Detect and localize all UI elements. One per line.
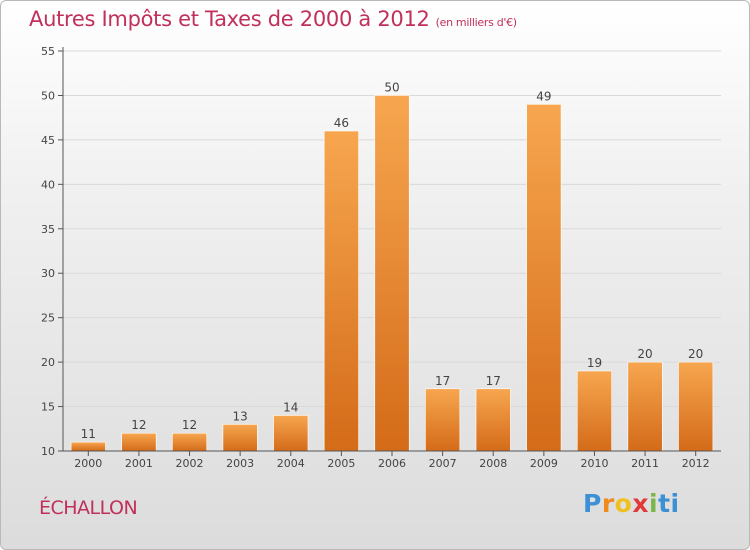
bar-value-label: 12 xyxy=(182,418,197,432)
bar-value-label: 19 xyxy=(587,356,602,370)
x-tick-label: 2005 xyxy=(327,457,355,470)
bar xyxy=(576,370,612,452)
x-tick-label: 2004 xyxy=(277,457,305,470)
bar-value-label: 20 xyxy=(688,347,703,361)
bar-value-label: 17 xyxy=(486,374,501,388)
proxiti-logo: Proxiti xyxy=(583,489,680,518)
y-tick-label: 40 xyxy=(41,178,55,191)
bar xyxy=(323,130,359,452)
logo-letter: i xyxy=(670,489,680,518)
logo-letter: o xyxy=(614,489,633,518)
bar-value-label: 50 xyxy=(384,80,399,94)
x-tick-label: 2011 xyxy=(631,457,659,470)
bar xyxy=(374,95,410,452)
x-tick-label: 2001 xyxy=(125,457,153,470)
x-tick-label: 2003 xyxy=(226,457,254,470)
logo-letter: r xyxy=(601,489,615,518)
x-tick-label: 2007 xyxy=(429,457,457,470)
y-tick-label: 50 xyxy=(41,89,55,102)
y-tick-label: 55 xyxy=(41,45,55,58)
bar xyxy=(273,415,309,452)
bar xyxy=(475,388,511,452)
bar xyxy=(678,361,714,452)
chart-title-unit: (en milliers d'€) xyxy=(435,16,517,29)
y-tick-label: 35 xyxy=(41,223,55,236)
chart-title-text: Autres Impôts et Taxes de 2000 à 2012 xyxy=(29,7,430,31)
x-tick-label: 2008 xyxy=(479,457,507,470)
logo-letter: i xyxy=(649,489,659,518)
x-tick-label: 2006 xyxy=(378,457,406,470)
bar-value-label: 11 xyxy=(81,427,96,441)
y-tick-label: 45 xyxy=(41,134,55,147)
bar xyxy=(425,388,461,452)
bar-value-label: 17 xyxy=(435,374,450,388)
bar-value-label: 14 xyxy=(283,400,298,414)
x-tick-label: 2012 xyxy=(682,457,710,470)
bar xyxy=(172,432,208,452)
bar xyxy=(627,361,663,452)
y-tick-label: 20 xyxy=(41,356,55,369)
axes xyxy=(58,47,721,456)
y-tick-label: 10 xyxy=(41,445,55,458)
y-tick-label: 25 xyxy=(41,312,55,325)
bar-value-label: 49 xyxy=(536,89,551,103)
bars xyxy=(70,95,714,452)
bar xyxy=(121,432,157,452)
bar-value-label: 13 xyxy=(233,409,248,423)
bar-value-label: 20 xyxy=(637,347,652,361)
commune-name: ÉCHALLON xyxy=(39,497,138,519)
bar xyxy=(70,441,106,452)
logo-letter: x xyxy=(632,489,649,518)
labels: 10 15 20 25 30 35 40 45 50 55 11 2000 12 2001 12 2002 13… xyxy=(41,45,710,470)
x-tick-label: 2010 xyxy=(580,457,608,470)
bar xyxy=(526,104,562,452)
bar-value-label: 12 xyxy=(131,418,146,432)
bar-value-label: 46 xyxy=(334,116,349,130)
y-tick-label: 30 xyxy=(41,267,55,280)
bar xyxy=(222,424,258,452)
x-tick-label: 2000 xyxy=(74,457,102,470)
logo-letter: t xyxy=(658,489,671,518)
logo-letter: P xyxy=(583,489,602,518)
x-tick-label: 2009 xyxy=(530,457,558,470)
x-tick-label: 2002 xyxy=(176,457,204,470)
chart-title: Autres Impôts et Taxes de 2000 à 2012 (en… xyxy=(29,7,517,31)
y-tick-label: 15 xyxy=(41,401,55,414)
